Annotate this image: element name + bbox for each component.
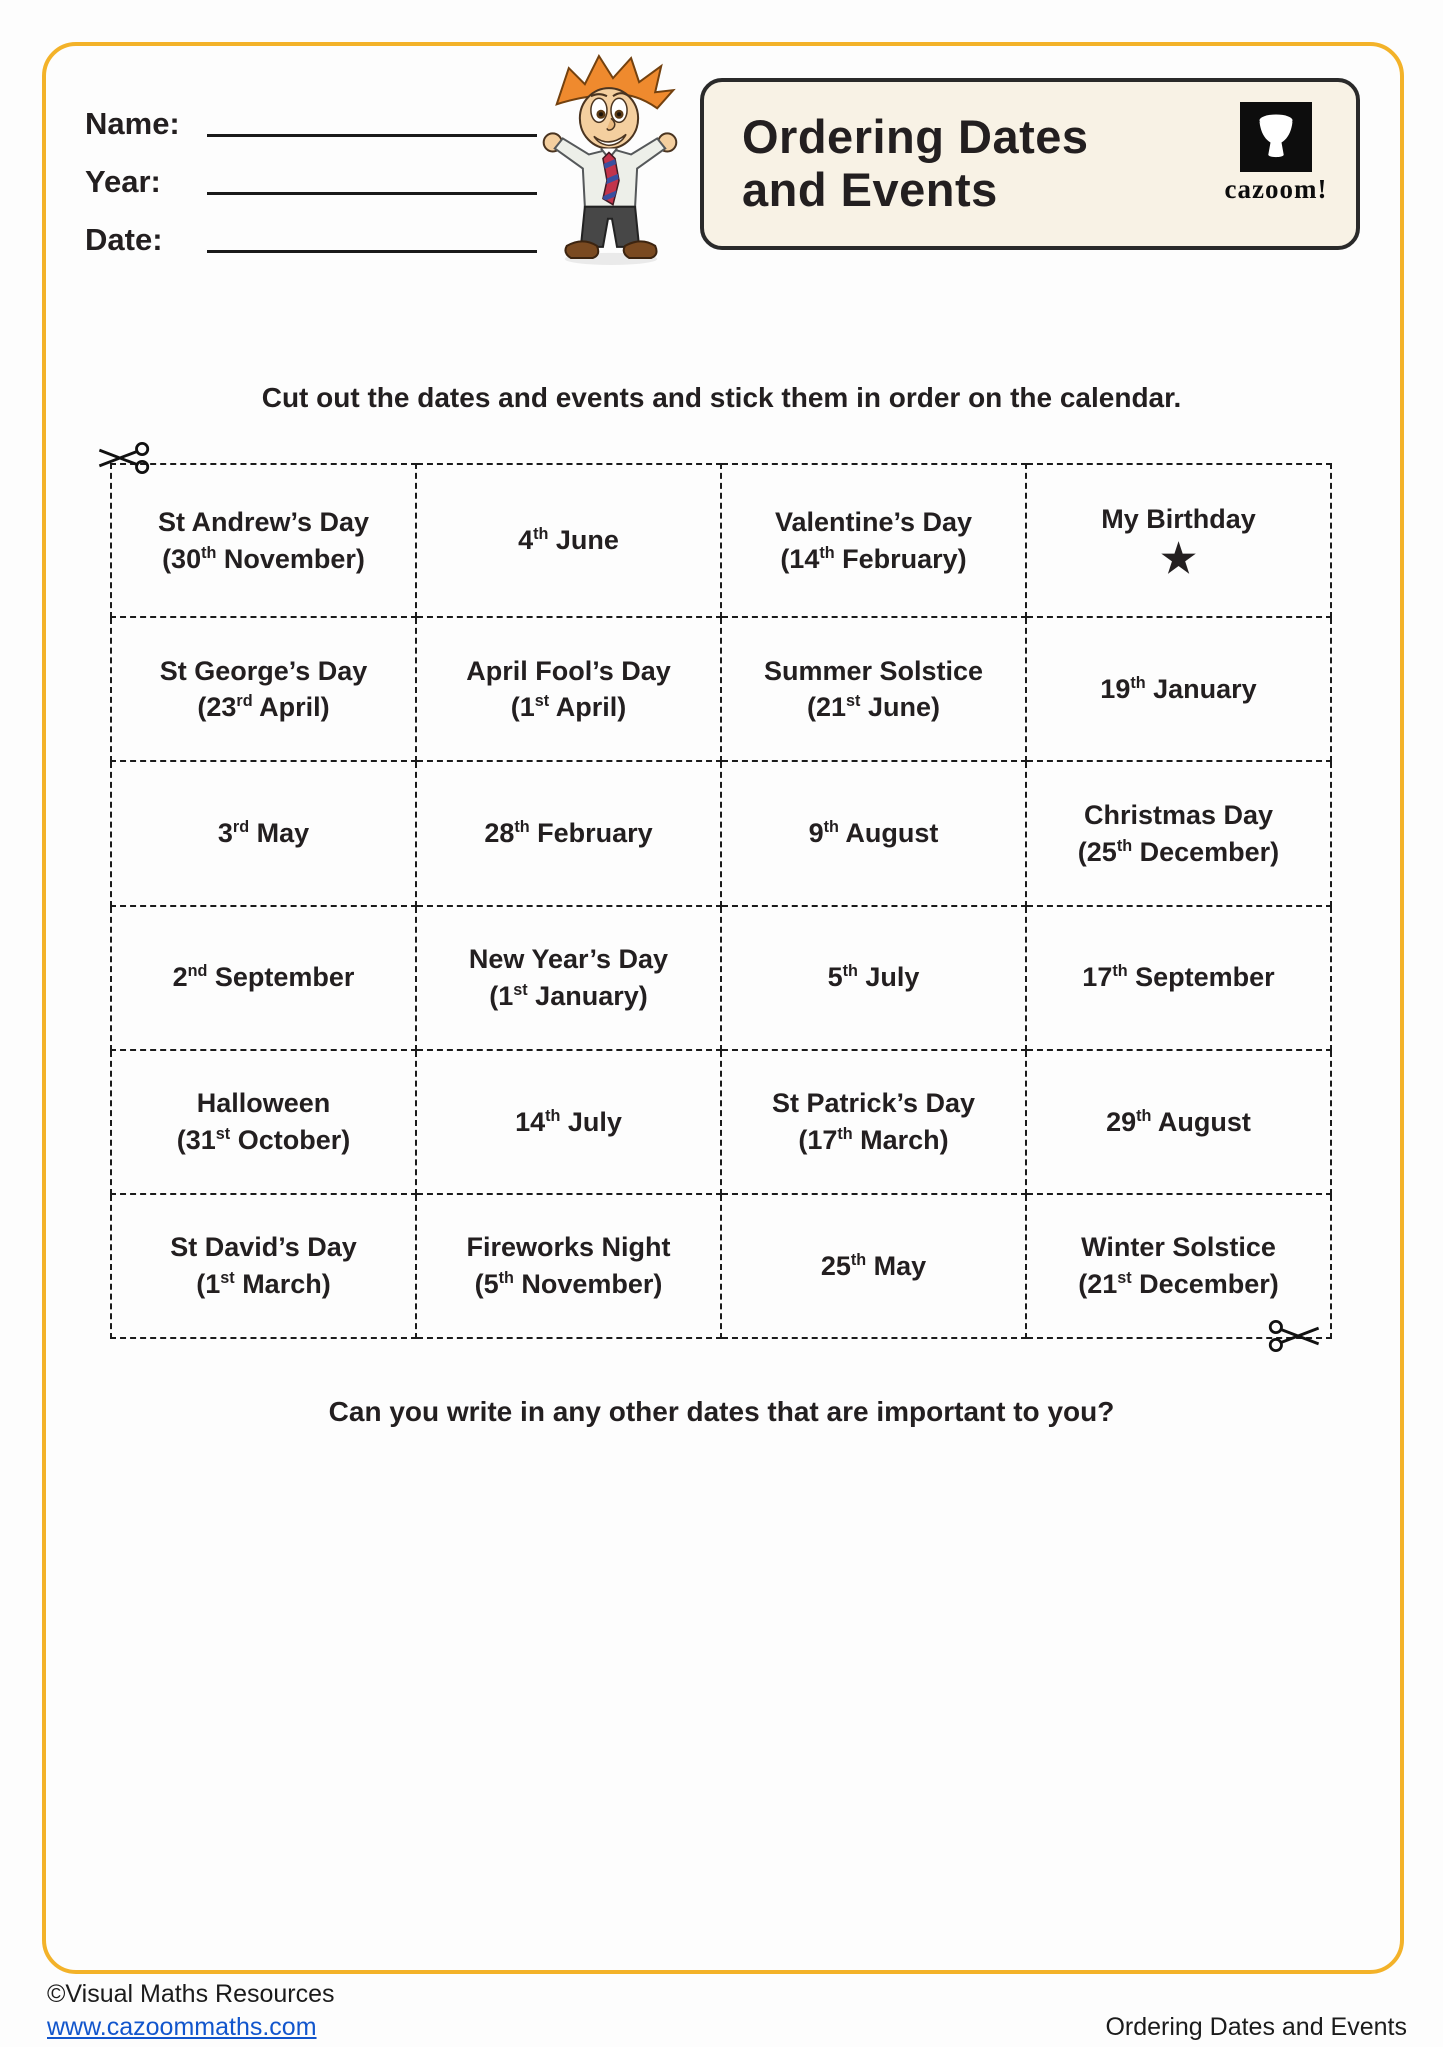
date-field-row: Date: [85,200,537,258]
event-card: St George’s Day (23rd April) [110,616,417,763]
event-card: 28th February [415,760,722,907]
event-card: April Fool’s Day (1st April) [415,616,722,763]
page-footer: ©Visual Maths Resources www.cazoommaths.… [47,1980,1407,2042]
event-card: My Birthday ★ [1025,462,1332,619]
header-fields: Name: Year: Date: [85,84,537,258]
year-write-line [207,192,537,195]
event-card: 14th July [415,1048,722,1195]
event-card: 9th August [720,760,1027,907]
year-field-row: Year: [85,142,537,200]
event-card: 4th June [415,462,722,619]
mascot-cartoon-boy-icon [542,53,678,265]
footer-title-text: Ordering Dates and Events [1105,2013,1407,2041]
scissors-icon [1268,1319,1320,1353]
event-card: 5th July [720,904,1027,1051]
worksheet-border [42,42,1404,1974]
date-write-line [207,250,537,253]
question-text: Can you write in any other dates that ar… [328,1396,1115,1427]
event-card: St Andrew’s Day (30th November) [110,462,417,619]
worksheet-title: Ordering Dates and Events [742,110,1089,216]
cazoom-logo: cazoom! [1218,102,1334,205]
name-write-line [207,134,537,137]
year-label: Year: [85,164,161,199]
event-card: Summer Solstice (21st June) [720,616,1027,763]
event-card: St David’s Day (1st March) [110,1192,417,1340]
event-card: 19th January [1025,616,1332,763]
event-card: 17th September [1025,904,1332,1051]
event-card: 2nd September [110,904,417,1051]
name-field-row: Name: [85,84,537,142]
instruction-text: Cut out the dates and events and stick t… [261,382,1182,413]
event-card: 25th May [720,1192,1027,1340]
event-card: 29th August [1025,1048,1332,1195]
event-card: Fireworks Night (5th November) [415,1192,722,1340]
event-card: New Year’s Day (1st January) [415,904,722,1051]
scissors-icon [98,441,150,475]
events-grid: St Andrew’s Day (30th November) 4th June Va… [110,462,1332,1340]
event-card: Christmas Day (25th December) [1025,760,1332,907]
event-card: St Patrick’s Day (17th March) [720,1048,1027,1195]
name-label: Name: [85,106,180,141]
copyright-text: ©Visual Maths Resources [47,1980,335,2008]
event-card: Winter Solstice (21st December) [1025,1192,1332,1340]
event-card: 3rd May [110,760,417,907]
date-label: Date: [85,222,163,257]
title-box: Ordering Dates and Events cazoom! [700,78,1360,250]
star-icon: ★ [1160,536,1197,581]
event-card: Halloween (31st October) [110,1048,417,1195]
cazoom-drum-icon [1240,102,1312,172]
event-card: Valentine’s Day (14th February) [720,462,1027,619]
cazoommaths-link[interactable]: www.cazoommaths.com [47,2013,317,2041]
cazoom-logo-text: cazoom! [1224,174,1328,204]
